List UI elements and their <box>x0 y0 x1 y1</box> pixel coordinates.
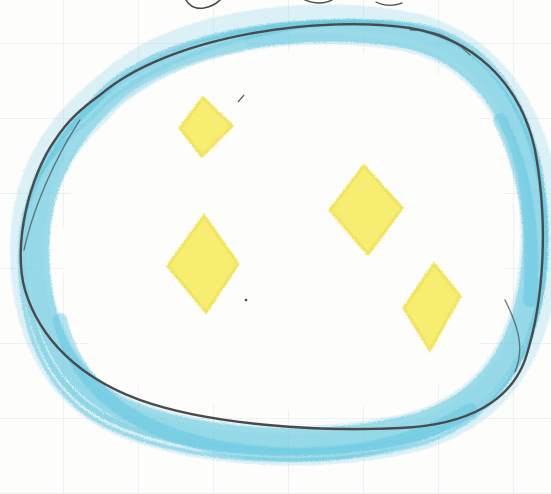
ring-interior <box>62 50 506 411</box>
yellow-diamond <box>328 163 404 257</box>
yellow-diamond <box>402 261 462 353</box>
pencil-outline <box>19 23 545 431</box>
yellow-diamonds <box>166 95 462 353</box>
yellow-diamond <box>178 95 235 159</box>
pencil-scribble <box>185 0 403 10</box>
pencil-specks <box>237 94 248 302</box>
yellow-diamond <box>166 213 240 315</box>
